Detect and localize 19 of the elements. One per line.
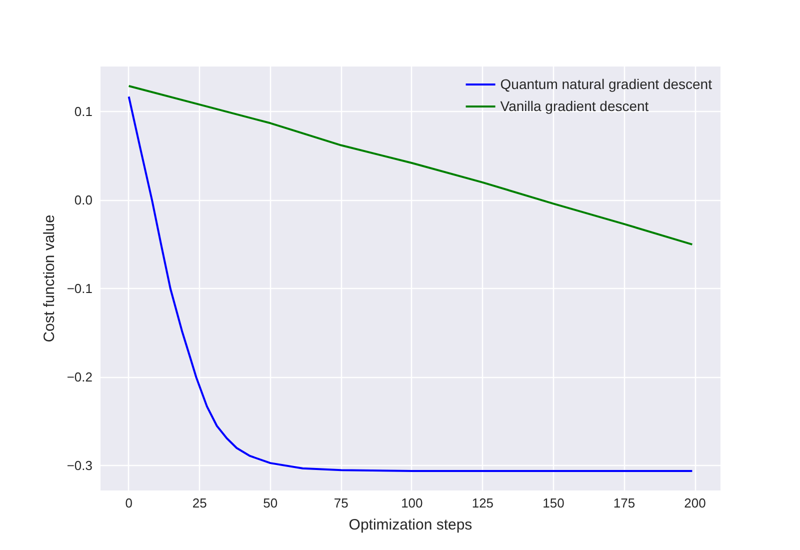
x-tick-label: 0 (125, 496, 132, 510)
x-tick-label: 75 (334, 496, 348, 510)
line-series (128, 96, 694, 472)
x-axis-title: Optimization steps (348, 516, 472, 534)
legend-label: Quantum natural gradient descent (500, 76, 712, 92)
y-tick-label: −0.2 (66, 370, 93, 385)
x-tick-label: 50 (263, 496, 278, 510)
x-tick-label: 175 (613, 496, 636, 510)
x-tick-label: 200 (684, 496, 706, 510)
x-tick-label: 100 (401, 496, 423, 510)
y-tick-label: −0.1 (66, 281, 93, 296)
y-tick-label: −0.3 (66, 458, 93, 474)
y-axis-title: Cost function value (40, 214, 58, 342)
x-tick-label: 25 (192, 496, 207, 510)
legend-label: Vanilla gradient descent (500, 98, 649, 114)
x-tick-label: 125 (472, 496, 494, 510)
y-tick-label: 0.0 (74, 192, 93, 208)
x-tick-label: 150 (542, 496, 564, 510)
y-tick-label: 0.1 (74, 104, 93, 120)
